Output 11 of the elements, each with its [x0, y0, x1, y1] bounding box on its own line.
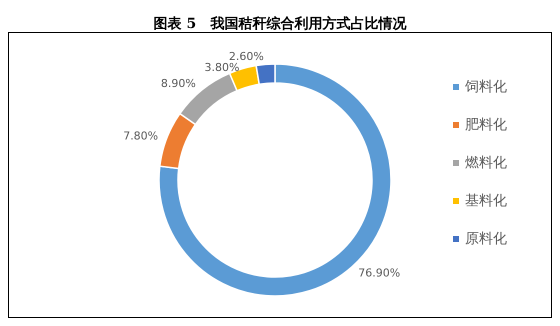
data-label: 76.90%	[358, 266, 400, 280]
data-label: 2.60%	[228, 50, 264, 63]
legend-label: 燃料化	[465, 155, 507, 171]
legend-label: 基料化	[465, 193, 507, 209]
data-label: 7.80%	[123, 129, 158, 142]
legend-label: 饲料化	[464, 79, 507, 95]
legend-label: 肥料化	[465, 117, 507, 133]
chart-title: 图表 5 我国秸秆综合利用方式占比情况	[154, 15, 408, 32]
data-label: 3.80%	[204, 60, 240, 74]
data-label: 8.90%	[160, 77, 196, 90]
legend-label: 原料化	[465, 231, 507, 247]
